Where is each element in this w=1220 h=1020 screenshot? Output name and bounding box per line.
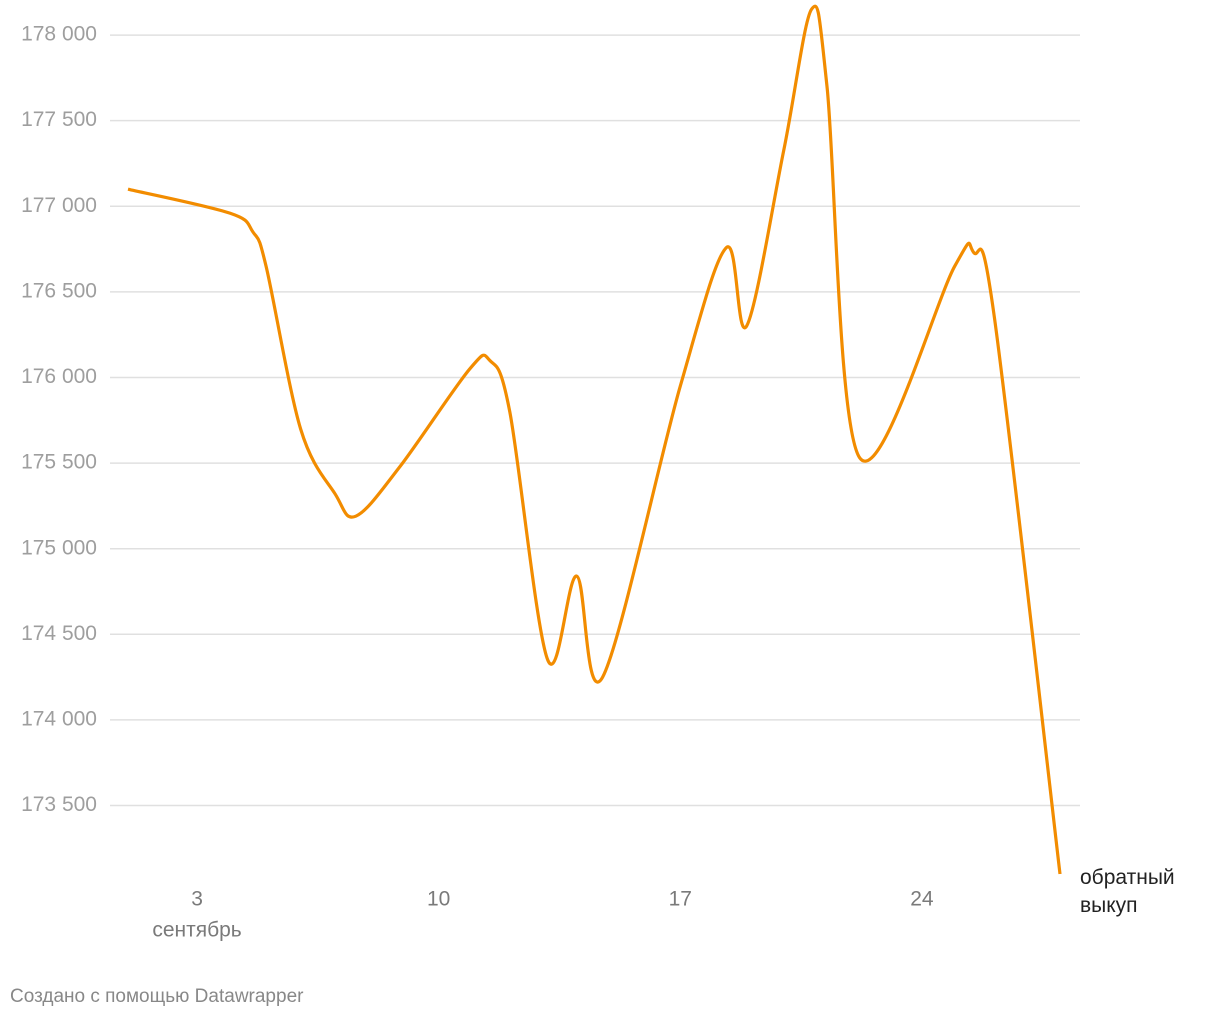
y-tick-label: 177 000 xyxy=(21,194,97,217)
x-month-label: сентябрь xyxy=(152,919,241,942)
y-tick-label: 176 000 xyxy=(21,365,97,388)
y-tick-label: 174 000 xyxy=(21,707,97,730)
y-tick-label: 176 500 xyxy=(21,279,97,302)
y-tick-label: 173 500 xyxy=(21,793,97,816)
x-tick-label: 3 xyxy=(191,888,203,911)
y-tick-label: 175 000 xyxy=(21,536,97,559)
y-tick-label: 175 500 xyxy=(21,451,97,474)
line xyxy=(127,4,1062,875)
series-label-line: выкуп xyxy=(1080,894,1138,917)
credit: Создано с помощью Datawrapper xyxy=(10,986,304,1007)
series-label-line: обратный xyxy=(1080,866,1175,889)
x-tick-label: 24 xyxy=(910,888,934,911)
y-tick-label: 178 000 xyxy=(21,23,97,46)
y-tick-label: 174 500 xyxy=(21,622,97,645)
y-tick-label: 177 500 xyxy=(21,108,97,131)
series-label: обратный выкуп xyxy=(1080,866,1175,917)
x-tick-label: 10 xyxy=(427,888,450,911)
x-tick-label: 17 xyxy=(669,888,692,911)
